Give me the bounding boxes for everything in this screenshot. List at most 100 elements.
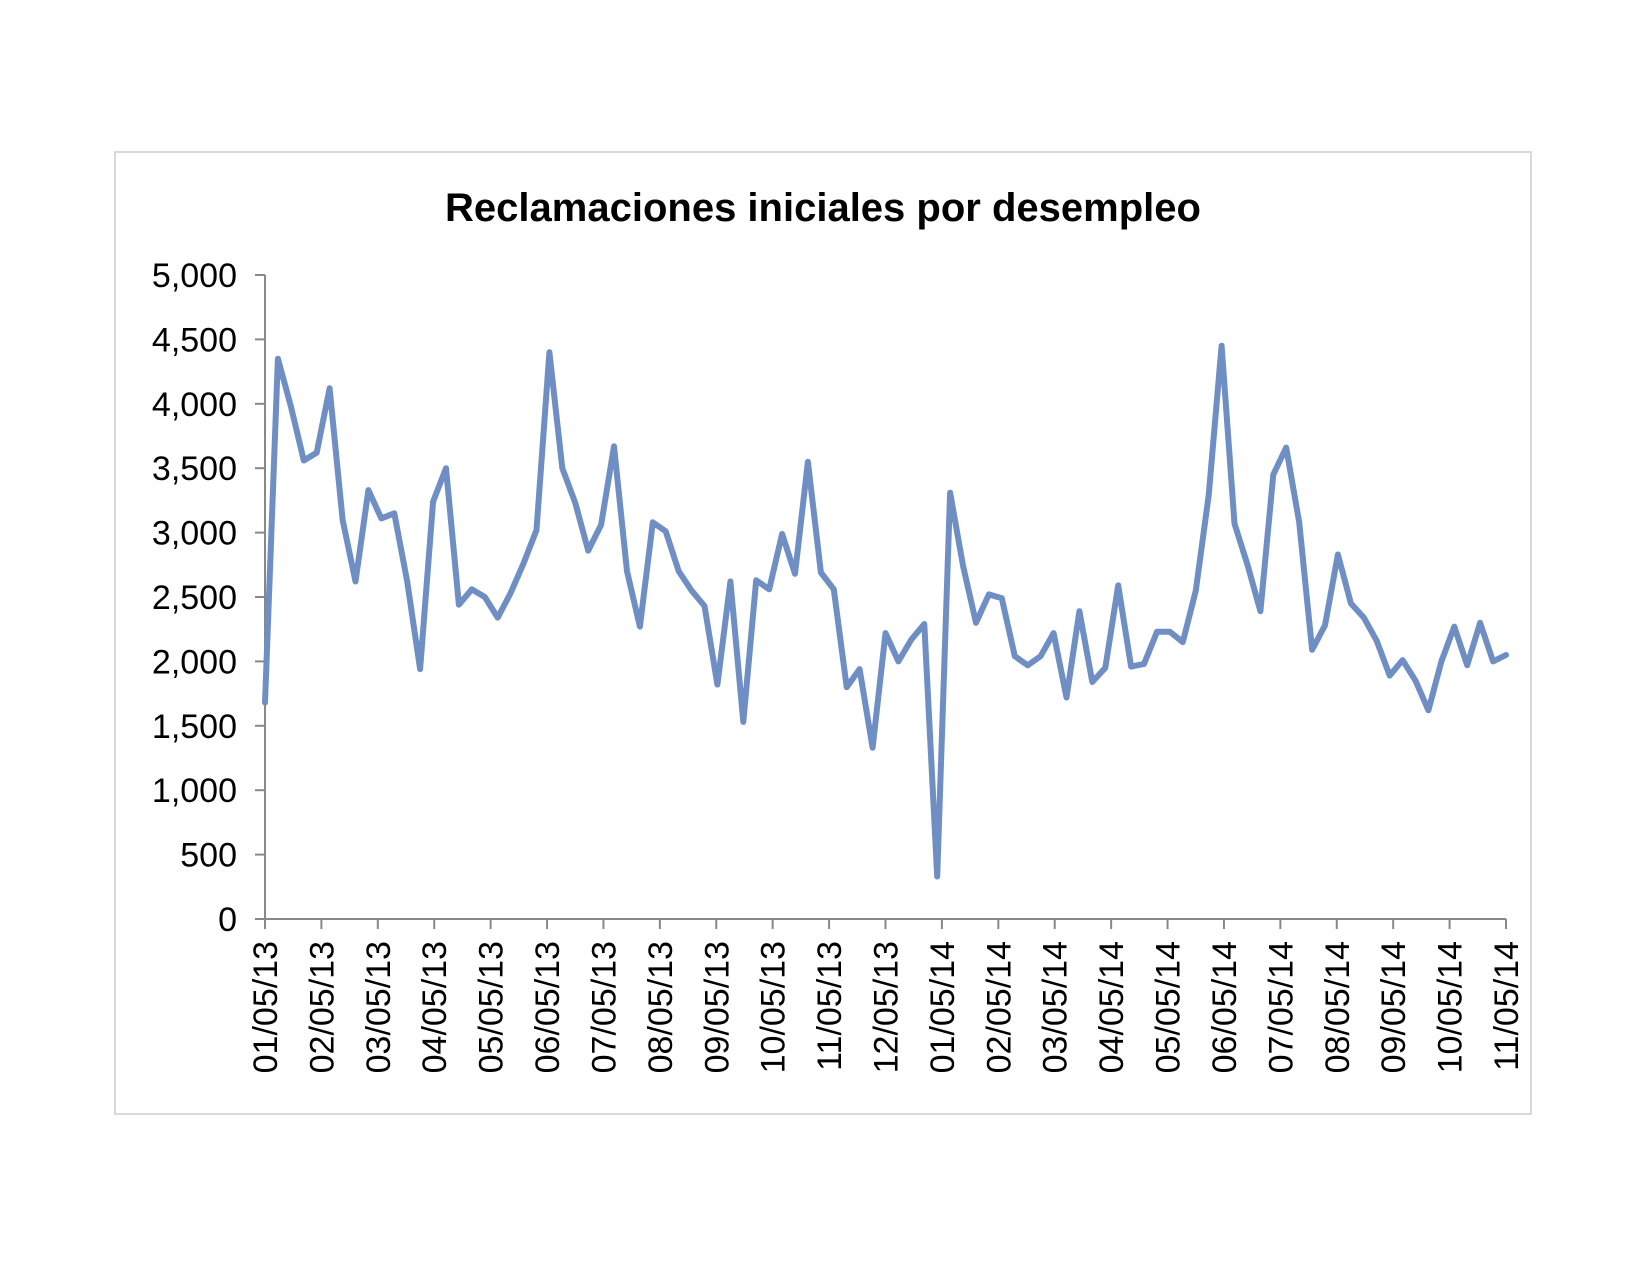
data-point [265, 702, 266, 703]
y-tick-label: 3,500 [152, 450, 237, 488]
y-tick-label: 4,000 [152, 386, 237, 424]
x-tick-label: 07/05/14 [1262, 941, 1300, 1073]
data-point [290, 406, 291, 407]
x-tick-label: 11/05/13 [811, 941, 849, 1071]
data-point [420, 669, 421, 670]
data-point [575, 503, 576, 504]
data-point [1467, 665, 1468, 666]
data-point [678, 571, 679, 572]
data-point [1441, 661, 1442, 662]
data-point [1195, 590, 1196, 591]
y-axis-tick-labels: 0 500 1,000 1,500 2,000 2,500 3,000 3,500 4,000 4… [152, 257, 237, 939]
data-point [1247, 564, 1248, 565]
x-tick-label: 03/05/14 [1037, 941, 1075, 1073]
x-tick-label: 05/05/13 [473, 941, 511, 1073]
data-point [1376, 640, 1377, 641]
data-point [1506, 655, 1507, 656]
data-point [549, 352, 550, 353]
data-point [963, 566, 964, 567]
data-point [743, 721, 744, 722]
x-tick-label: 09/05/14 [1375, 941, 1413, 1073]
data-point [1454, 626, 1455, 627]
data-point [536, 530, 537, 531]
data-point [1234, 523, 1235, 524]
x-tick-label: 10/05/14 [1432, 941, 1470, 1073]
x-tick-label: 11/05/14 [1488, 941, 1526, 1071]
y-tick-label: 4,500 [152, 321, 237, 359]
line-chart: Reclamaciones iniciales por desempleo 05… [152, 186, 1526, 1073]
chart-title: Reclamaciones iniciales por desempleo [445, 186, 1201, 230]
data-point [1092, 682, 1093, 683]
data-point [497, 617, 498, 618]
data-point [614, 446, 615, 447]
data-point [433, 501, 434, 502]
data-point [484, 597, 485, 598]
data-point [1363, 617, 1364, 618]
data-point [885, 633, 886, 634]
data-point [1144, 664, 1145, 665]
x-tick-label: 02/05/14 [980, 941, 1018, 1073]
x-tick-label: 03/05/13 [360, 941, 398, 1073]
data-point [976, 622, 977, 623]
x-tick-label: 04/05/13 [416, 941, 454, 1073]
data-point [807, 461, 808, 462]
x-tick-label: 01/05/14 [924, 941, 962, 1073]
data-point [342, 519, 343, 520]
data-point [898, 661, 899, 662]
data-point [277, 358, 278, 359]
data-point [1402, 660, 1403, 661]
data-point [1001, 598, 1002, 599]
data-point [665, 531, 666, 532]
data-point [1337, 554, 1338, 555]
data-point [1325, 625, 1326, 626]
data-point [1428, 710, 1429, 711]
data-point [1118, 585, 1119, 586]
data-point [1157, 631, 1158, 632]
data-point [368, 490, 369, 491]
data-point [446, 468, 447, 469]
data-point [471, 589, 472, 590]
data-point [381, 518, 382, 519]
data-point [1066, 697, 1067, 698]
x-tick-label: 06/05/13 [529, 941, 567, 1073]
axes [255, 274, 1507, 929]
data-point [1131, 666, 1132, 667]
data-point [458, 604, 459, 605]
data-point [924, 624, 925, 625]
x-tick-label: 01/05/13 [247, 941, 285, 1073]
x-tick-label: 08/05/14 [1319, 941, 1357, 1073]
data-point [833, 589, 834, 590]
data-point [1312, 649, 1313, 650]
data-point [355, 581, 356, 582]
data-point [820, 572, 821, 573]
data-point [988, 594, 989, 595]
y-tick-label: 2,000 [152, 643, 237, 681]
data-point [1415, 680, 1416, 681]
data-point [704, 606, 705, 607]
data-point [1480, 622, 1481, 623]
x-tick-label: 05/05/14 [1150, 941, 1188, 1073]
data-point [717, 684, 718, 685]
y-tick-label: 3,000 [152, 515, 237, 553]
data-point [730, 581, 731, 582]
x-axis-tick-labels: 01/05/13 02/05/13 03/05/13 04/05/13 05/05/13… [247, 941, 1526, 1073]
data-point [652, 522, 653, 523]
data-point [394, 513, 395, 514]
data-point [1053, 633, 1054, 634]
x-tick-label: 09/05/13 [698, 941, 736, 1073]
data-point [1182, 642, 1183, 643]
x-tick-label: 07/05/13 [585, 941, 623, 1073]
data-point [1040, 656, 1041, 657]
data-point [1350, 603, 1351, 604]
data-point [950, 492, 951, 493]
x-tick-label: 10/05/13 [755, 941, 793, 1073]
data-point [1105, 667, 1106, 668]
data-point [769, 589, 770, 590]
x-tick-label: 12/05/13 [868, 941, 906, 1073]
x-tick-label: 08/05/13 [642, 941, 680, 1073]
data-point [510, 593, 511, 594]
data-point [911, 639, 912, 640]
data-point [1027, 665, 1028, 666]
data-point [1493, 661, 1494, 662]
data-point [1208, 495, 1209, 496]
